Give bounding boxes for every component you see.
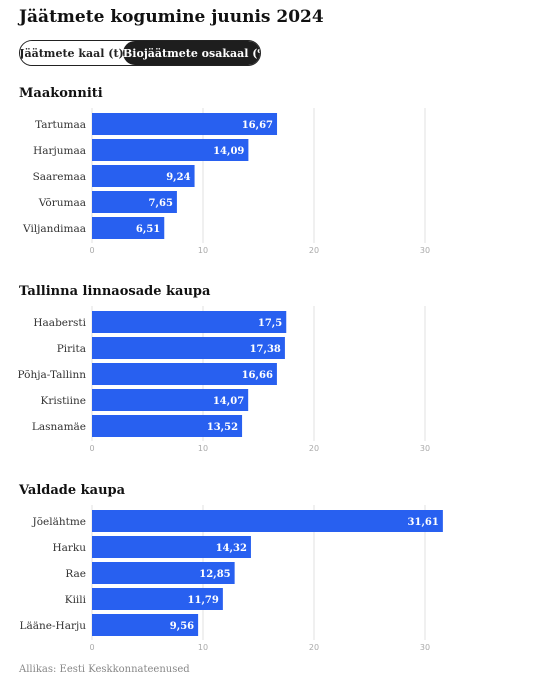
value-label: 9,56 — [170, 621, 194, 632]
bar[interactable] — [92, 363, 277, 385]
bar[interactable] — [92, 614, 199, 636]
bar[interactable] — [92, 113, 278, 135]
value-label: 16,66 — [242, 370, 273, 381]
category-label: Lääne-Harju — [20, 620, 87, 632]
chart-title-counties: Maakonniti — [19, 86, 103, 101]
toggle-bio-share-option[interactable]: Biojäätmete osakaal (%) — [123, 41, 260, 65]
x-tick-label: 30 — [420, 643, 430, 652]
category-label: Rae — [65, 568, 86, 580]
chart-title-municipalities: Valdade kaupa — [19, 483, 126, 498]
bar[interactable] — [92, 588, 223, 610]
source-note: Allikas: Eesti Keskkonnateenused — [19, 664, 190, 675]
chart-title-tallinn: Tallinna linnaosade kaupa — [19, 284, 211, 299]
x-tick-label: 30 — [420, 444, 430, 453]
bar[interactable] — [92, 191, 177, 213]
value-label: 14,07 — [213, 396, 244, 407]
bar[interactable] — [92, 562, 235, 584]
category-label: Kristiine — [40, 395, 86, 407]
x-tick-label: 30 — [420, 246, 430, 255]
value-label: 12,85 — [199, 569, 230, 580]
value-label: 11,79 — [188, 595, 219, 606]
x-tick-label: 10 — [198, 643, 208, 652]
bar[interactable] — [92, 337, 285, 359]
x-tick-label: 0 — [89, 643, 94, 652]
value-label: 13,52 — [207, 422, 238, 433]
metric-toggle[interactable]: Jäätmete kaal (t) Biojäätmete osakaal (%… — [19, 40, 261, 66]
bar[interactable] — [92, 415, 243, 437]
chart-tallinn-districts: 0 10 20 30 Haabersti 17,5 Pirita 17,38 Põhja-Tal… — [18, 306, 430, 453]
x-tick-label: 20 — [309, 643, 319, 652]
value-label: 6,51 — [136, 224, 160, 235]
x-tick-label: 10 — [198, 444, 208, 453]
bar[interactable] — [92, 311, 287, 333]
bar[interactable] — [92, 510, 443, 532]
x-tick-label: 10 — [198, 246, 208, 255]
toggle-weight-option[interactable]: Jäätmete kaal (t) — [20, 41, 124, 65]
category-label: Tartumaa — [35, 119, 86, 131]
category-label: Harku — [52, 542, 86, 554]
x-tick-label: 20 — [309, 246, 319, 255]
category-label: Jõelähtme — [31, 516, 86, 528]
value-label: 31,61 — [408, 517, 439, 528]
value-label: 17,38 — [250, 344, 281, 355]
bar[interactable] — [92, 536, 251, 558]
chart-municipalities: 0 10 20 30 Jõelähtme 31,61 Harku 14,32 Rae 12,85 K… — [20, 505, 443, 652]
category-label: Pirita — [57, 343, 86, 355]
x-tick-label: 20 — [309, 444, 319, 453]
bar[interactable] — [92, 217, 165, 239]
chart-counties: 0 10 20 30 Tartumaa 16,67 Harjumaa 14,09 Saarema… — [22, 108, 430, 255]
category-label: Viljandimaa — [22, 223, 86, 235]
category-label: Lasnamäe — [32, 421, 86, 433]
category-label: Põhja-Tallinn — [18, 369, 87, 381]
value-label: 14,32 — [216, 543, 247, 554]
x-tick-label: 0 — [89, 444, 94, 453]
value-label: 14,09 — [213, 146, 244, 157]
page-title: Jäätmete kogumine juunis 2024 — [19, 7, 324, 27]
bar[interactable] — [92, 389, 249, 411]
value-label: 9,24 — [166, 172, 190, 183]
category-label: Haabersti — [33, 317, 86, 329]
category-label: Saaremaa — [33, 171, 86, 183]
value-label: 16,67 — [242, 120, 273, 131]
category-label: Kiili — [65, 594, 87, 606]
value-label: 7,65 — [149, 198, 173, 209]
bar[interactable] — [92, 165, 195, 187]
category-label: Võrumaa — [38, 197, 86, 209]
category-label: Harjumaa — [33, 145, 86, 157]
x-tick-label: 0 — [89, 246, 94, 255]
value-label: 17,5 — [258, 318, 282, 329]
bar[interactable] — [92, 139, 249, 161]
